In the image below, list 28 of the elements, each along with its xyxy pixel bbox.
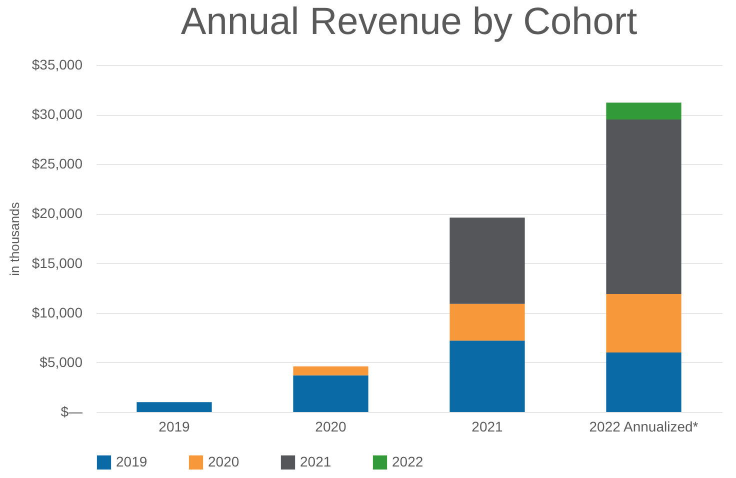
y-tick-label: $5,000 — [40, 354, 83, 370]
bar — [606, 294, 682, 353]
x-tick-label: 2019 — [158, 418, 190, 434]
bar — [606, 352, 682, 412]
bar — [293, 366, 368, 376]
legend-label: 2020 — [208, 453, 240, 470]
x-tick-label: 2021 — [472, 418, 504, 434]
x-tick-label: 2020 — [315, 418, 347, 434]
bar — [450, 218, 525, 304]
x-tick-label: 2022 Annualized* — [589, 418, 699, 434]
y-tick-label: $35,000 — [32, 56, 83, 72]
y-tick-label: $25,000 — [32, 156, 83, 172]
bar — [450, 340, 525, 412]
legend-label: 2019 — [116, 453, 148, 470]
y-tick-label: $15,000 — [32, 254, 83, 271]
y-tick-label: $10,000 — [32, 304, 83, 320]
legend-label: 2022 — [392, 453, 424, 470]
bar — [606, 102, 682, 120]
bar — [136, 402, 212, 412]
bar — [293, 375, 368, 412]
y-tick-label: $30,000 — [32, 106, 83, 122]
chart-title: Annual Revenue by Cohort — [180, 1, 638, 43]
legend-label: 2021 — [300, 453, 332, 470]
bar — [450, 304, 525, 341]
bar — [606, 120, 682, 294]
y-axis-title: in thousands — [6, 202, 22, 276]
y-tick-label: $— — [60, 404, 82, 420]
y-tick-label: $20,000 — [32, 205, 83, 222]
